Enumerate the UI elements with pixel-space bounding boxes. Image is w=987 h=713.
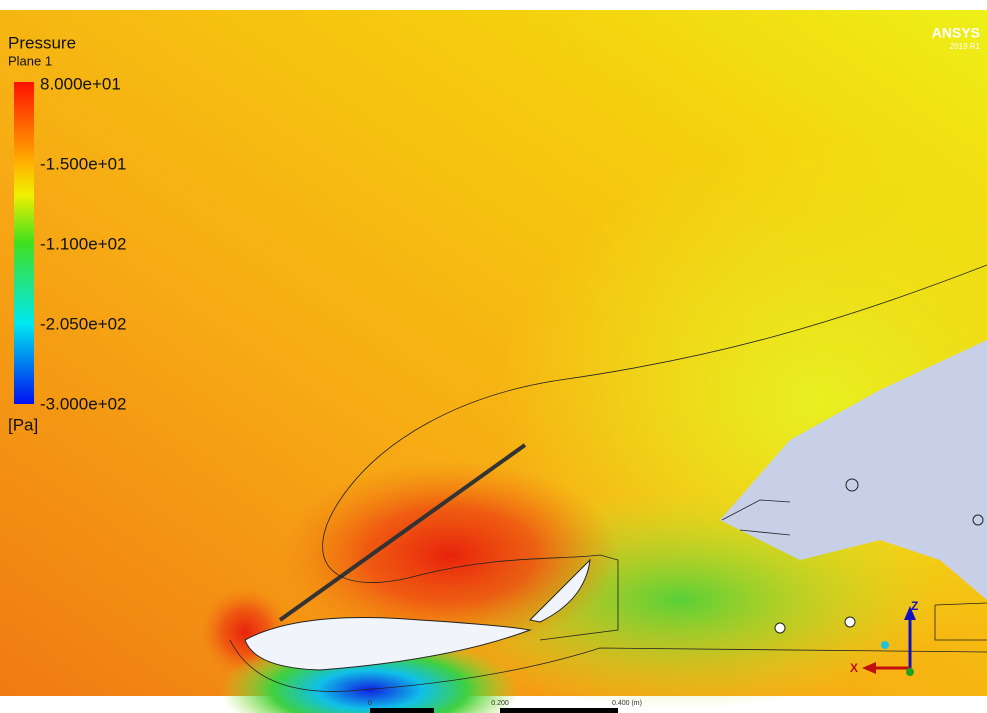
scale-label: 0.200: [491, 700, 509, 707]
triad-z-label: Z: [911, 599, 918, 613]
legend-title: Pressure: [8, 33, 76, 52]
legend-label: 8.000e+01: [40, 74, 121, 93]
probe: [845, 617, 855, 627]
scale-label: 0: [368, 700, 372, 707]
legend-label: -1.500e+01: [40, 154, 127, 173]
triad-marker: [881, 641, 889, 649]
color-bar: [14, 82, 34, 404]
legend-unit: [Pa]: [8, 415, 38, 434]
legend-label: -2.050e+02: [40, 314, 127, 333]
legend-subtitle: Plane 1: [8, 53, 52, 68]
legend-label: -1.100e+02: [40, 234, 127, 253]
scale-label: 0.400 (m): [612, 700, 642, 707]
y-axis: [906, 668, 914, 676]
logo-version: 2019 R1: [950, 42, 981, 51]
triad-x-label: X: [850, 661, 858, 675]
scale-segment: [370, 708, 434, 713]
probe: [775, 623, 785, 633]
scale-segment: [500, 708, 618, 713]
legend-label: -3.000e+02: [40, 394, 127, 413]
viewport: Pressure Plane 1 8.000e+01 -1.500e+01 -1…: [0, 0, 987, 713]
contour-field: [0, 10, 987, 713]
logo-brand: ANSYS: [932, 25, 980, 41]
